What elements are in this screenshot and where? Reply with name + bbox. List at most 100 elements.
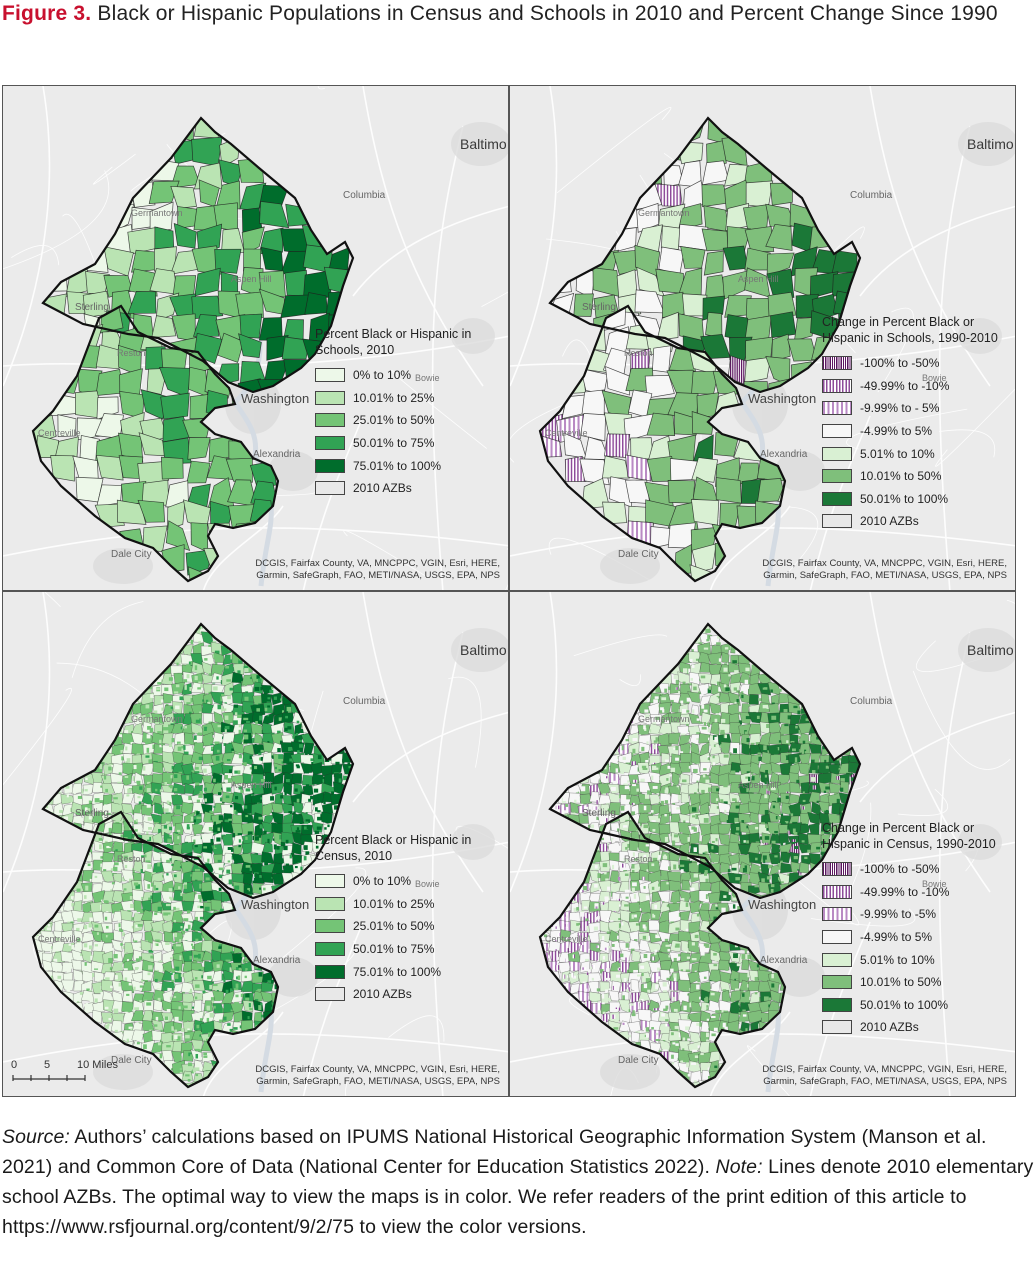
census-block bbox=[235, 983, 239, 988]
census-block bbox=[691, 664, 695, 668]
census-block bbox=[283, 845, 288, 851]
census-block bbox=[208, 827, 213, 831]
census-block bbox=[280, 795, 284, 799]
census-block bbox=[802, 740, 806, 746]
azb-zone bbox=[251, 773, 264, 784]
census-block bbox=[661, 818, 666, 824]
census-block bbox=[260, 797, 263, 800]
census-block bbox=[289, 799, 293, 803]
census-block bbox=[218, 946, 223, 949]
census-block bbox=[810, 736, 814, 741]
census-block bbox=[118, 962, 123, 967]
census-block bbox=[774, 780, 777, 784]
census-block bbox=[205, 699, 209, 704]
census-block bbox=[181, 1028, 186, 1032]
legend-swatch bbox=[315, 481, 345, 496]
census-block bbox=[83, 1003, 87, 1007]
census-block bbox=[780, 860, 783, 864]
azb-zone bbox=[807, 811, 821, 825]
census-block bbox=[133, 1008, 136, 1014]
census-block bbox=[284, 727, 288, 732]
legend-item: -100% to -50% bbox=[822, 352, 1012, 375]
census-block bbox=[671, 873, 676, 877]
azb-zone bbox=[779, 733, 792, 747]
census-block bbox=[223, 1016, 227, 1021]
census-block bbox=[183, 1018, 188, 1022]
census-block bbox=[689, 761, 693, 766]
census-block bbox=[186, 824, 190, 828]
census-block bbox=[821, 841, 826, 846]
census-block bbox=[94, 924, 99, 928]
census-block bbox=[693, 837, 697, 842]
census-block bbox=[132, 776, 135, 781]
azb-zone bbox=[649, 850, 661, 864]
census-block bbox=[203, 1055, 208, 1058]
azb-zone bbox=[182, 870, 193, 884]
azb-zone bbox=[779, 862, 793, 874]
census-block bbox=[335, 761, 340, 766]
census-block bbox=[277, 820, 281, 824]
census-block bbox=[203, 846, 208, 849]
census-block bbox=[281, 710, 285, 715]
census-block bbox=[696, 780, 699, 784]
census-block bbox=[585, 918, 589, 923]
census-block bbox=[643, 802, 649, 806]
census-block bbox=[134, 820, 138, 825]
census-block bbox=[790, 804, 795, 809]
census-block bbox=[663, 834, 667, 837]
census-block bbox=[337, 786, 343, 791]
census-block bbox=[183, 745, 186, 750]
census-block bbox=[125, 937, 130, 941]
census-block bbox=[716, 870, 722, 875]
azb-zone bbox=[162, 872, 174, 884]
census-block bbox=[574, 799, 577, 805]
census-block bbox=[189, 988, 193, 992]
census-block bbox=[169, 957, 174, 960]
census-block bbox=[766, 788, 771, 794]
census-block bbox=[67, 985, 72, 989]
census-block bbox=[135, 884, 141, 889]
census-block bbox=[171, 765, 175, 770]
census-block bbox=[164, 687, 169, 692]
census-block bbox=[625, 896, 629, 899]
azb-zone bbox=[689, 671, 701, 686]
census-block bbox=[220, 696, 223, 702]
census-block bbox=[820, 831, 825, 837]
census-block bbox=[720, 729, 725, 733]
census-block bbox=[180, 812, 184, 818]
germantown-label: Germantown bbox=[638, 208, 690, 218]
census-block bbox=[715, 775, 720, 780]
azb-zone bbox=[687, 691, 700, 704]
census-block bbox=[133, 765, 137, 770]
census-block bbox=[794, 757, 798, 763]
census-block bbox=[625, 819, 628, 823]
census-block bbox=[254, 686, 260, 691]
potomac-river bbox=[738, 325, 781, 587]
census-block bbox=[199, 877, 202, 882]
census-block bbox=[190, 943, 194, 946]
census-block bbox=[792, 748, 796, 752]
census-block bbox=[728, 771, 733, 776]
census-block bbox=[279, 858, 284, 864]
azb-zone bbox=[191, 871, 204, 883]
census-block bbox=[79, 992, 85, 995]
census-block bbox=[98, 837, 103, 841]
census-block bbox=[611, 864, 615, 870]
census-block bbox=[223, 978, 226, 983]
census-block bbox=[221, 718, 225, 721]
census-block bbox=[228, 818, 233, 821]
census-block bbox=[146, 804, 151, 808]
azb-zone bbox=[238, 333, 262, 359]
census-block bbox=[190, 1054, 194, 1059]
census-block bbox=[264, 785, 269, 789]
census-block bbox=[178, 1055, 182, 1061]
census-block bbox=[176, 805, 181, 810]
census-block bbox=[686, 697, 692, 702]
census-block bbox=[158, 828, 164, 834]
census-block bbox=[120, 943, 123, 946]
census-block bbox=[118, 772, 122, 775]
census-block bbox=[270, 986, 273, 991]
census-block bbox=[161, 802, 165, 806]
figure-title: Figure 3. Black or Hispanic Populations … bbox=[2, 0, 1032, 29]
census-block bbox=[794, 700, 799, 705]
